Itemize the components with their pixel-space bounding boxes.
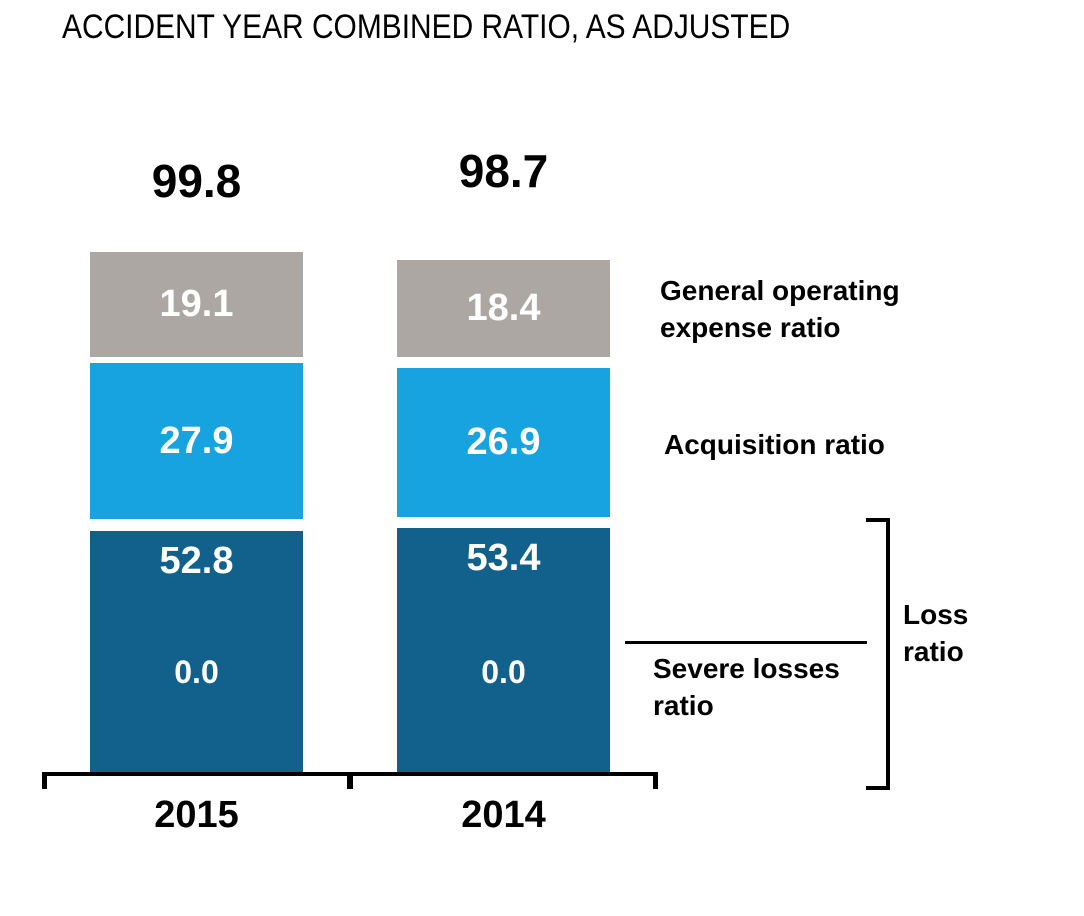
legend-loss-ratio: Loss ratio [903, 599, 969, 667]
legend-severe-losses-ratio: Severe losses ratio [653, 653, 840, 721]
x-axis-label-2015: 2015 [154, 794, 239, 836]
loss-ratio-bracket-vertical [886, 518, 890, 790]
chart-title: ACCIDENT YEAR COMBINED RATIO, AS ADJUSTE… [62, 8, 791, 46]
bar-2014-acquisition-segment: 26.9 [397, 368, 610, 517]
legend-acquisition-ratio: Acquisition ratio [664, 429, 885, 460]
bar-2015-acquisition-value: 27.9 [159, 419, 234, 462]
bar-2014-severe-losses-value: 0.0 [481, 654, 526, 690]
x-axis-tick-middle [347, 772, 353, 789]
total-label-2014: 98.7 [458, 145, 549, 197]
bar-2014-loss-value: 53.4 [466, 537, 541, 579]
bar-2014-general-operating-segment: 18.4 [397, 260, 610, 357]
bar-2015-general-operating-segment: 19.1 [90, 252, 303, 357]
loss-ratio-bracket-top-cap [866, 518, 890, 522]
legend-general-operating-expense-ratio: General operating expense ratio [660, 275, 900, 343]
x-axis-tick-left [42, 772, 47, 789]
x-axis-tick-right [653, 772, 658, 789]
bar-2015-loss-value: 52.8 [159, 540, 234, 582]
total-label-2015: 99.8 [151, 155, 242, 207]
bar-2015-general-operating-value: 19.1 [159, 283, 234, 325]
bar-2014-loss-segment: 53.4 0.0 [397, 528, 610, 772]
x-axis-label-2014: 2014 [461, 794, 546, 836]
bar-2015-severe-losses-value: 0.0 [174, 654, 219, 690]
bar-2014-general-operating-value: 18.4 [466, 287, 541, 329]
bar-2015-acquisition-segment: 27.9 [90, 363, 303, 519]
loss-ratio-bracket-bottom-cap [866, 786, 890, 790]
bar-2014-acquisition-value: 26.9 [466, 421, 541, 463]
severe-losses-underline [625, 641, 867, 644]
bar-2015-loss-segment: 52.8 0.0 [90, 531, 303, 772]
